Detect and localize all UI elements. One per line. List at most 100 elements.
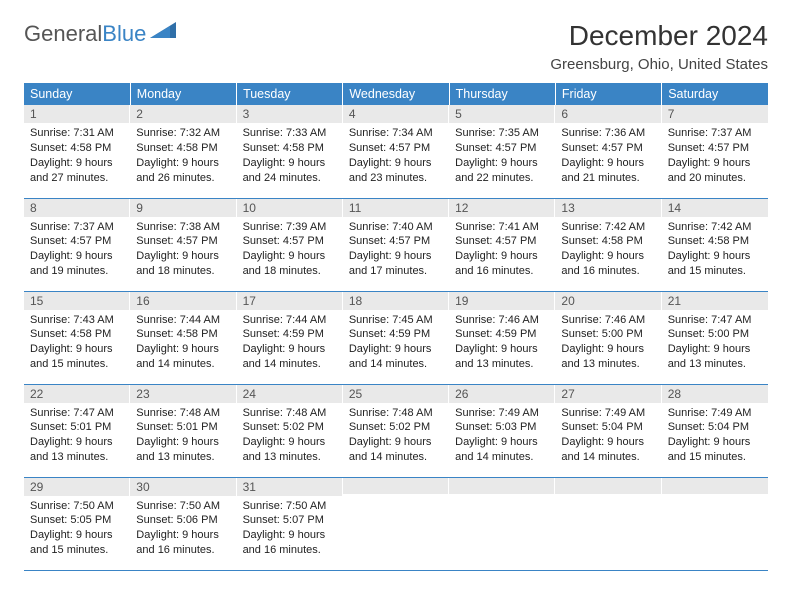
daylight-line-1: Daylight: 9 hours — [668, 435, 762, 450]
calendar-day-cell: 11Sunrise: 7:40 AMSunset: 4:57 PMDayligh… — [343, 198, 449, 291]
daylight-line-2: and 15 minutes. — [668, 264, 762, 279]
daylight-line-2: and 27 minutes. — [30, 171, 124, 186]
day-details: Sunrise: 7:46 AMSunset: 5:00 PMDaylight:… — [555, 310, 661, 374]
day-details: Sunrise: 7:42 AMSunset: 4:58 PMDaylight:… — [555, 217, 661, 281]
sunrise-text: Sunrise: 7:32 AM — [136, 126, 230, 141]
daylight-line-1: Daylight: 9 hours — [561, 435, 655, 450]
day-number: 18 — [343, 292, 449, 310]
calendar-day-cell: 8Sunrise: 7:37 AMSunset: 4:57 PMDaylight… — [24, 198, 130, 291]
sunset-text: Sunset: 5:04 PM — [561, 420, 655, 435]
daylight-line-2: and 24 minutes. — [243, 171, 337, 186]
daylight-line-1: Daylight: 9 hours — [136, 435, 230, 450]
calendar-day-cell: 19Sunrise: 7:46 AMSunset: 4:59 PMDayligh… — [449, 291, 555, 384]
sunset-text: Sunset: 5:02 PM — [243, 420, 337, 435]
sunrise-text: Sunrise: 7:45 AM — [349, 313, 443, 328]
day-number: 31 — [237, 478, 343, 496]
daylight-line-2: and 14 minutes. — [136, 357, 230, 372]
daylight-line-1: Daylight: 9 hours — [561, 249, 655, 264]
daylight-line-1: Daylight: 9 hours — [349, 342, 443, 357]
calendar-day-cell: 12Sunrise: 7:41 AMSunset: 4:57 PMDayligh… — [449, 198, 555, 291]
daylight-line-1: Daylight: 9 hours — [455, 249, 549, 264]
sunrise-text: Sunrise: 7:40 AM — [349, 220, 443, 235]
sunrise-text: Sunrise: 7:46 AM — [561, 313, 655, 328]
daylight-line-1: Daylight: 9 hours — [136, 156, 230, 171]
calendar-week-row: 22Sunrise: 7:47 AMSunset: 5:01 PMDayligh… — [24, 384, 768, 477]
calendar-day-cell: 10 Sunrise: 7:39 AMSunset: 4:57 PMDayligh… — [237, 198, 343, 291]
daylight-line-1: Daylight: 9 hours — [30, 249, 124, 264]
daylight-line-1: Daylight: 9 hours — [243, 342, 337, 357]
day-details — [449, 494, 555, 554]
daylight-line-2: and 18 minutes. — [136, 264, 230, 279]
sunset-text: Sunset: 5:00 PM — [668, 327, 762, 342]
calendar-day-cell: 29Sunrise: 7:50 AMSunset: 5:05 PMDayligh… — [24, 477, 130, 570]
sunset-text: Sunset: 4:57 PM — [349, 234, 443, 249]
sunset-text: Sunset: 4:57 PM — [668, 141, 762, 156]
daylight-line-2: and 17 minutes. — [349, 264, 443, 279]
daylight-line-2: and 19 minutes. — [30, 264, 124, 279]
sunset-text: Sunset: 5:07 PM — [243, 513, 337, 528]
sunrise-text: Sunrise: 7:48 AM — [349, 406, 443, 421]
sunrise-text: Sunrise: 7:50 AM — [243, 499, 337, 514]
day-number: 17 — [237, 292, 343, 310]
calendar-day-cell — [343, 477, 449, 570]
calendar-day-cell: 14Sunrise: 7:42 AMSunset: 4:58 PMDayligh… — [662, 198, 768, 291]
day-number — [343, 478, 449, 494]
day-number: 19 — [449, 292, 555, 310]
daylight-line-2: and 13 minutes. — [561, 357, 655, 372]
calendar-day-cell: 23Sunrise: 7:48 AMSunset: 5:01 PMDayligh… — [130, 384, 236, 477]
day-details: Sunrise: 7:31 AMSunset: 4:58 PMDaylight:… — [24, 123, 130, 187]
daylight-line-2: and 26 minutes. — [136, 171, 230, 186]
sunrise-text: Sunrise: 7:42 AM — [561, 220, 655, 235]
sunrise-text: Sunrise: 7:49 AM — [668, 406, 762, 421]
day-number: 5 — [449, 105, 555, 123]
day-details — [555, 494, 661, 554]
day-details: Sunrise: 7:36 AMSunset: 4:57 PMDaylight:… — [555, 123, 661, 187]
daylight-line-1: Daylight: 9 hours — [668, 249, 762, 264]
daylight-line-1: Daylight: 9 hours — [30, 156, 124, 171]
day-details: Sunrise: 7:49 AMSunset: 5:04 PMDaylight:… — [555, 403, 661, 467]
calendar-day-cell: 5Sunrise: 7:35 AMSunset: 4:57 PMDaylight… — [449, 105, 555, 198]
daylight-line-1: Daylight: 9 hours — [243, 249, 337, 264]
day-details: Sunrise: 7:34 AMSunset: 4:57 PMDaylight:… — [343, 123, 449, 187]
sunset-text: Sunset: 4:59 PM — [455, 327, 549, 342]
calendar-week-row: 8Sunrise: 7:37 AMSunset: 4:57 PMDaylight… — [24, 198, 768, 291]
sunrise-text: Sunrise: 7:42 AM — [668, 220, 762, 235]
sunset-text: Sunset: 5:01 PM — [30, 420, 124, 435]
sunset-text: Sunset: 4:57 PM — [243, 234, 337, 249]
day-number: 20 — [555, 292, 661, 310]
sunset-text: Sunset: 5:00 PM — [561, 327, 655, 342]
daylight-line-2: and 14 minutes. — [455, 450, 549, 465]
brand-logo: GeneralBlue — [24, 20, 176, 48]
calendar-week-row: 15Sunrise: 7:43 AMSunset: 4:58 PMDayligh… — [24, 291, 768, 384]
daylight-line-2: and 14 minutes. — [349, 357, 443, 372]
weekday-header-row: SundayMondayTuesdayWednesdayThursdayFrid… — [24, 83, 768, 105]
day-details — [662, 494, 768, 554]
sunset-text: Sunset: 4:58 PM — [136, 327, 230, 342]
weekday-header: Sunday — [24, 83, 130, 105]
sunset-text: Sunset: 4:58 PM — [136, 141, 230, 156]
sunrise-text: Sunrise: 7:47 AM — [668, 313, 762, 328]
brand-word-2: Blue — [102, 23, 146, 45]
sunrise-text: Sunrise: 7:39 AM — [243, 220, 337, 235]
day-number — [662, 478, 768, 494]
day-details: Sunrise: 7:40 AMSunset: 4:57 PMDaylight:… — [343, 217, 449, 281]
day-number: 30 — [130, 478, 236, 496]
day-details — [343, 494, 449, 554]
daylight-line-1: Daylight: 9 hours — [455, 342, 549, 357]
day-number: 7 — [662, 105, 768, 123]
sunset-text: Sunset: 4:59 PM — [243, 327, 337, 342]
sunrise-text: Sunrise: 7:36 AM — [561, 126, 655, 141]
day-details: Sunrise: 7:47 AMSunset: 5:01 PMDaylight:… — [24, 403, 130, 467]
day-number: 22 — [24, 385, 130, 403]
sunset-text: Sunset: 4:57 PM — [136, 234, 230, 249]
daylight-line-2: and 23 minutes. — [349, 171, 443, 186]
day-number: 15 — [24, 292, 130, 310]
daylight-line-2: and 13 minutes. — [668, 357, 762, 372]
daylight-line-1: Daylight: 9 hours — [349, 249, 443, 264]
day-number: 3 — [237, 105, 343, 123]
calendar-day-cell: 27Sunrise: 7:49 AMSunset: 5:04 PMDayligh… — [555, 384, 661, 477]
daylight-line-2: and 16 minutes. — [136, 543, 230, 558]
sunset-text: Sunset: 5:06 PM — [136, 513, 230, 528]
daylight-line-2: and 18 minutes. — [243, 264, 337, 279]
day-number: 10 — [237, 199, 343, 217]
